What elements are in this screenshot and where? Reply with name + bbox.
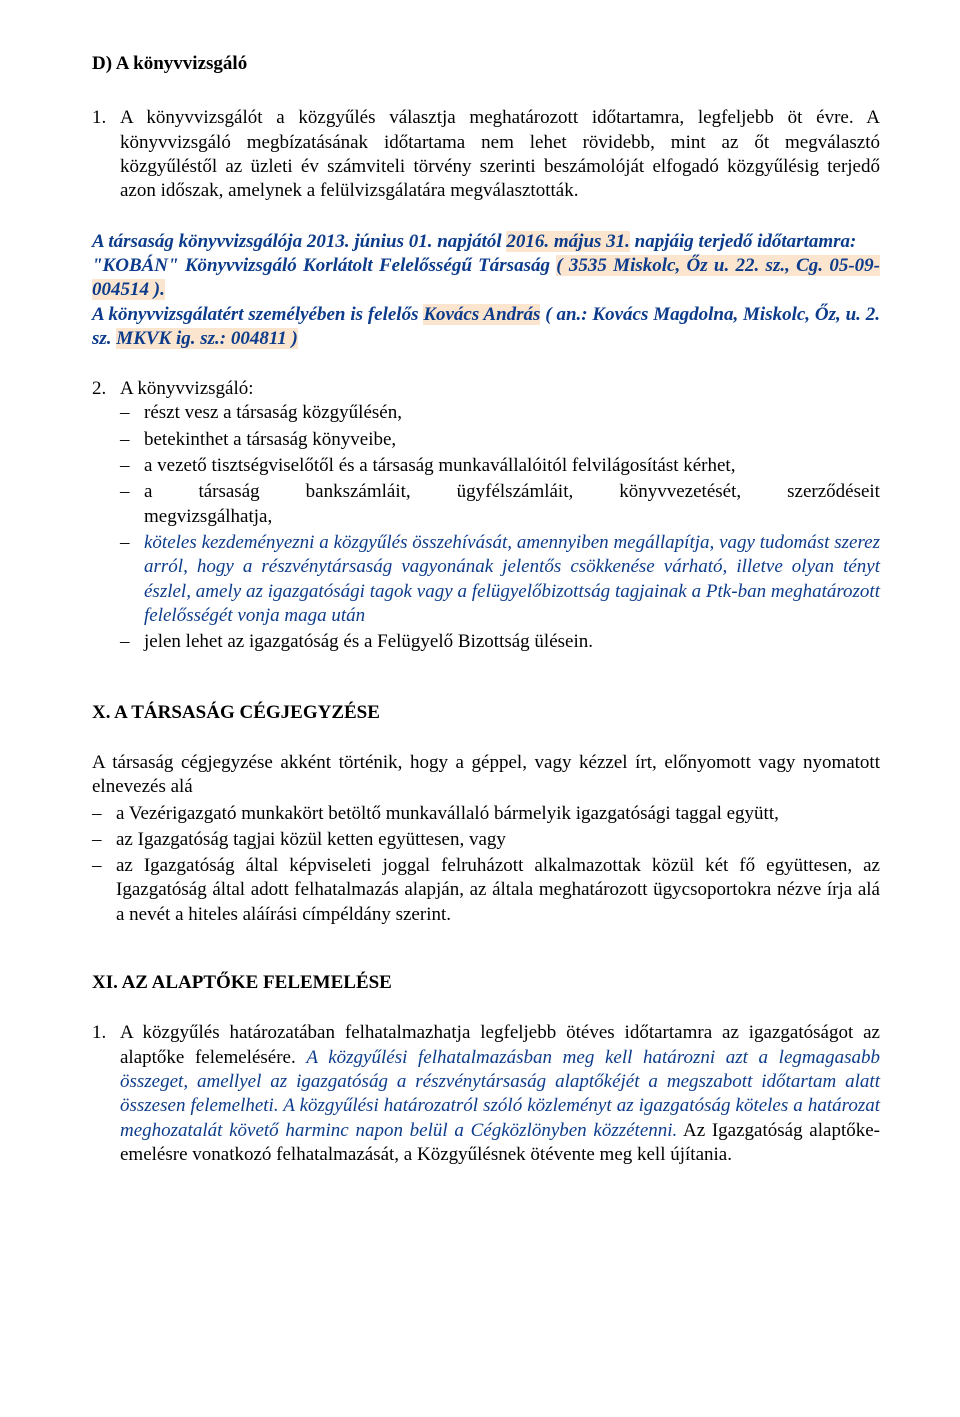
w5: könyvvezetését, [619,480,741,504]
x-list: –a Vezérigazgató munkakört betöltő munka… [92,802,880,928]
dash-icon: – [120,401,144,425]
d-item-1-number: 1. [92,106,120,203]
x-intro: A társaság cégjegyzése akként történik, … [92,751,880,800]
section-xi-title: XI. AZ ALAPTŐKE FELEMELÉSE [92,971,880,995]
section-x-title: X. A TÁRSASÁG CÉGJEGYZÉSE [92,701,880,725]
x-b3: az Igazgatóság által képviseleti joggal … [116,854,880,927]
d-auditor-line1b: napjáig terjedő időtartamra: [630,231,856,252]
d2-b4-after: megvizsgálhatja, [144,505,880,529]
d-auditor-line2a: "KOBÁN" Könyvvizsgáló Korlátolt Felelőss… [92,255,556,276]
d-auditor-line1a: A társaság könyvvizsgálója 2013. június … [92,231,506,252]
d2-b3: a vezető tisztségviselőtől és a társaság… [144,454,880,478]
dash-icon: – [120,531,144,628]
w3: bankszámláit, [306,480,411,504]
list-item: –jelen lehet az igazgatóság és a Felügye… [120,630,880,654]
dash-icon: – [120,428,144,452]
list-item: –köteles kezdeményezni a közgyűlés össze… [120,531,880,628]
d2-b1: részt vesz a társaság közgyűlésén, [144,401,880,425]
d-item-2-list: –részt vesz a társaság közgyűlésén, –bet… [120,401,880,654]
list-item: – a társaság bankszámláit, ügyfélszámlái… [120,480,880,529]
w4: ügyfélszámláit, [457,480,574,504]
d2-b2: betekinthet a társaság könyveibe, [144,428,880,452]
d-item-2: 2. A könyvvizsgáló: –részt vesz a társas… [92,377,880,656]
list-item: –a vezető tisztségviselőtől és a társasá… [120,454,880,478]
d2-b4: a társaság bankszámláit, ügyfélszámláit,… [144,480,880,529]
list-item: –az Igazgatóság tagjai közül ketten együ… [92,828,880,852]
d-item-1-body: A könyvvizsgálót a közgyűlés választja m… [120,106,880,203]
dash-icon: – [120,630,144,654]
d2-last: jelen lehet az igazgatóság és a Felügyel… [144,630,880,654]
d-item-1: 1. A könyvvizsgálót a közgyűlés választj… [92,106,880,203]
dash-icon: – [92,854,116,927]
w1: a [144,480,152,504]
xi-item-1-number: 1. [92,1021,120,1167]
list-item: –betekinthet a társaság könyveibe, [120,428,880,452]
x-b1: a Vezérigazgató munkakört betöltő munkav… [116,802,880,826]
section-d-title: D) A könyvvizsgáló [92,52,880,76]
dash-icon: – [92,802,116,826]
dash-icon: – [92,828,116,852]
d-item-2-number: 2. [92,377,120,656]
w6: szerződéseit [787,480,880,504]
w2: társaság [198,480,259,504]
x-b2: az Igazgatóság tagjai közül ketten együt… [116,828,880,852]
list-item: –részt vesz a társaság közgyűlésén, [120,401,880,425]
d-item-1-p1: A könyvvizsgálót a közgyűlés választja m… [120,107,880,201]
d-auditor-line3-hl2: MKVK ig. sz.: 004811 ) [116,328,298,349]
d-auditor-block: A társaság könyvvizsgálója 2013. június … [92,230,880,352]
list-item: –az Igazgatóság által képviseleti joggal… [92,854,880,927]
d2-italic: köteles kezdeményezni a közgyűlés összeh… [144,531,880,628]
xi-item-1: 1. A közgyűlés határozatában felhatalmaz… [92,1021,880,1167]
dash-icon: – [120,480,144,529]
d-auditor-line3-hl1: Kovács András [423,304,540,325]
d-item-2-lead: A könyvvizsgáló: [120,378,254,399]
dash-icon: – [120,454,144,478]
d-auditor-line3a: A könyvvizsgálatért személyében is felel… [92,304,423,325]
d-auditor-line1-hl: 2016. május 31. [506,231,630,252]
list-item: –a Vezérigazgató munkakört betöltő munka… [92,802,880,826]
